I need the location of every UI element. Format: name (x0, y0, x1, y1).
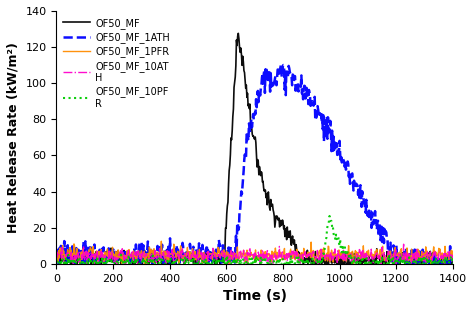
X-axis label: Time (s): Time (s) (223, 289, 287, 303)
Y-axis label: Heat Release Rate (kW/m²): Heat Release Rate (kW/m²) (7, 42, 20, 233)
Legend: OF50_MF, OF50_MF_1ATH, OF50_MF_1PFR, OF50_MF_10AT
H, OF50_MF_10PF
R: OF50_MF, OF50_MF_1ATH, OF50_MF_1PFR, OF5… (59, 14, 174, 113)
